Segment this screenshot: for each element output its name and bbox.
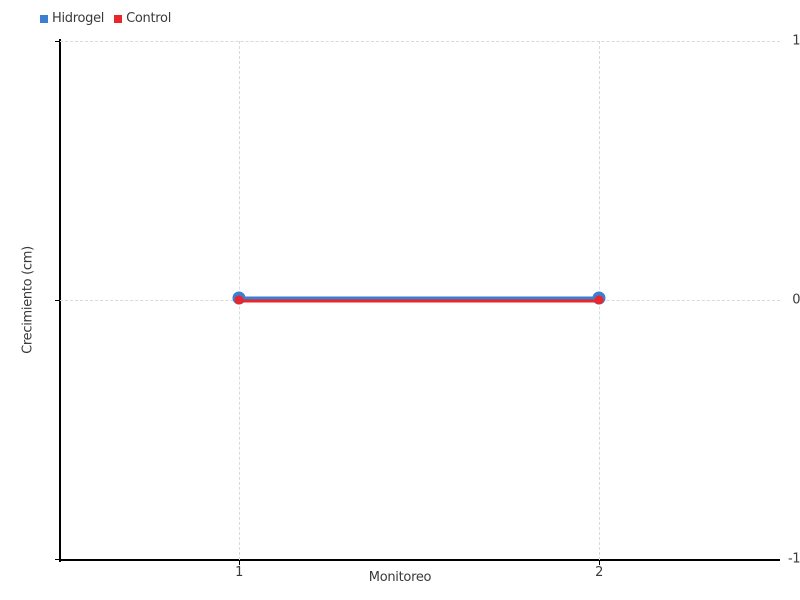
legend-label-control: Control [126, 11, 172, 26]
data-point-control-2[interactable] [594, 295, 604, 305]
plot-area: 1 2 [55, 41, 780, 580]
series-hidrogel [232, 291, 606, 305]
y-tick-label-top: 1 [792, 33, 800, 49]
y-tick-top [55, 41, 60, 42]
y-tick-bottom [55, 559, 60, 560]
x-tick-2 [599, 560, 600, 565]
legend-item-control[interactable]: Control [114, 12, 171, 26]
x-tick-label-2: 2 [595, 565, 603, 580]
data-point-control-1[interactable] [234, 295, 244, 305]
x-tick-label-1: 1 [235, 565, 243, 580]
series-control [234, 295, 604, 305]
y-axis-title: Crecimiento (cm) [20, 246, 36, 354]
legend-swatch-hidrogel [40, 15, 48, 23]
gridline-horizontal-1 [60, 41, 780, 42]
x-axis-title: Monitoreo [368, 570, 432, 585]
chart-legend: Hidrogel Control [40, 10, 171, 28]
legend-item-hidrogel[interactable]: Hidrogel [40, 12, 104, 26]
y-tick-label-bottom: -1 [788, 551, 800, 567]
legend-label-hidrogel: Hidrogel [52, 11, 105, 26]
y-tick-mid [55, 300, 60, 301]
series-layer [232, 291, 606, 305]
x-axis-line [59, 559, 780, 561]
legend-swatch-control [114, 15, 123, 23]
x-tick-1 [239, 560, 240, 565]
y-tick-label-mid: 0 [792, 292, 800, 308]
